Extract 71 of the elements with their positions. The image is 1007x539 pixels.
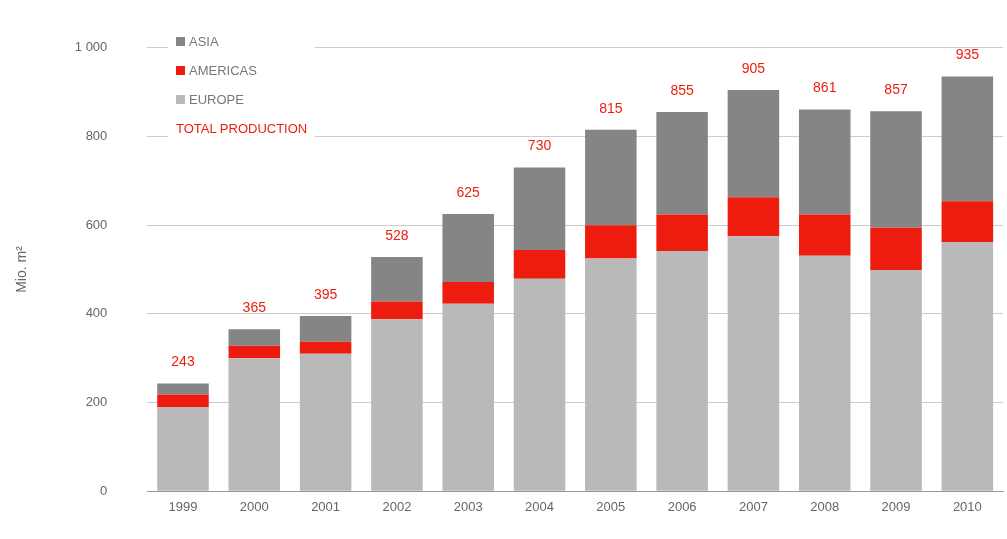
bar <box>442 214 494 282</box>
y-tick-label: 800 <box>85 128 108 144</box>
total-label: 905 <box>741 59 766 76</box>
x-tick-label: 2009 <box>881 498 911 514</box>
bar <box>299 341 352 354</box>
x-tick-label: 2001 <box>311 498 341 514</box>
bar <box>870 269 922 491</box>
bar <box>442 303 494 491</box>
bar <box>157 394 209 407</box>
bar <box>371 319 423 491</box>
total-label: 365 <box>242 299 267 316</box>
bar <box>656 250 708 491</box>
bar <box>299 316 352 342</box>
y-tick-label: 1 000 <box>74 39 108 55</box>
y-tick-label: 200 <box>85 394 108 410</box>
legend-label: ASIA <box>189 34 219 49</box>
bar <box>513 249 566 279</box>
bar <box>513 278 566 491</box>
x-tick-label: 2000 <box>239 498 269 514</box>
y-tick-label: 0 <box>100 482 108 498</box>
bar <box>798 214 851 256</box>
bar <box>299 353 352 491</box>
x-tick-label: 2002 <box>382 498 412 514</box>
bar <box>585 258 637 491</box>
bar <box>870 227 922 270</box>
bar <box>941 76 994 202</box>
x-tick-label: 2003 <box>453 498 483 514</box>
x-tick-label: 2004 <box>525 498 554 514</box>
y-tick-label: 400 <box>85 305 108 321</box>
bar <box>941 201 994 243</box>
bar <box>727 89 780 198</box>
bar <box>371 257 423 302</box>
bar <box>513 167 566 250</box>
legend-label: EUROPE <box>189 92 244 107</box>
y-tick-label: 600 <box>85 216 108 232</box>
total-label: 815 <box>599 99 623 116</box>
x-tick-label: 2006 <box>667 498 697 514</box>
bar <box>656 112 708 215</box>
bar <box>157 383 209 395</box>
total-label: 395 <box>313 285 338 302</box>
x-tick-label: 2008 <box>810 498 840 514</box>
bar <box>727 197 780 237</box>
bar <box>585 225 637 259</box>
bar <box>870 111 922 228</box>
bar <box>157 406 209 491</box>
total-label: 861 <box>813 79 837 96</box>
total-label: 528 <box>385 226 409 243</box>
total-label: 857 <box>884 81 908 98</box>
bar <box>798 109 851 215</box>
bar <box>228 329 281 346</box>
legend-label: AMERICAS <box>189 63 257 78</box>
bar <box>228 358 281 491</box>
x-tick-label: 2005 <box>596 498 626 514</box>
bar <box>228 345 281 359</box>
bar <box>585 129 637 226</box>
bar <box>727 236 780 491</box>
x-tick-label: 2007 <box>738 498 768 514</box>
x-tick-label: 1999 <box>168 498 198 514</box>
bar <box>656 214 708 251</box>
total-label: 625 <box>456 183 481 200</box>
bar <box>941 242 994 491</box>
y-axis-title: Mio. m² <box>13 245 30 293</box>
total-label: 855 <box>670 81 695 98</box>
annotation: TOTAL PRODUCTION <box>176 121 308 136</box>
total-label: 243 <box>171 353 195 370</box>
bar <box>371 301 423 320</box>
bar <box>798 255 851 491</box>
total-label: 935 <box>955 46 980 63</box>
total-label: 730 <box>527 137 552 154</box>
bar <box>442 281 494 304</box>
x-tick-label: 2010 <box>952 498 982 514</box>
